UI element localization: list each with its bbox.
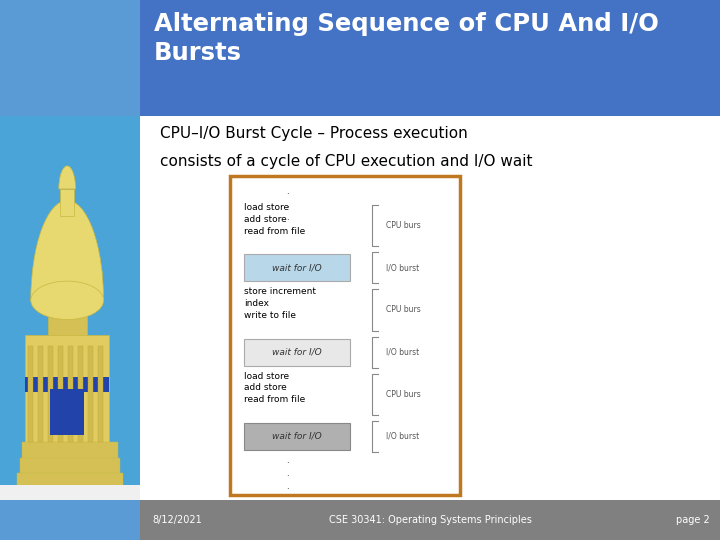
Bar	[22, 442, 117, 462]
Bar	[25, 377, 109, 393]
Text: CPU burs: CPU burs	[386, 306, 420, 314]
Text: load store
add store
read from file: load store add store read from file	[244, 372, 305, 404]
Bar	[50, 389, 84, 435]
Text: CPU burs: CPU burs	[386, 390, 420, 399]
Text: wait for I/O: wait for I/O	[272, 432, 322, 441]
Bar	[244, 339, 350, 366]
Text: wait for I/O: wait for I/O	[272, 348, 322, 356]
Wedge shape	[59, 166, 76, 189]
Text: Alternating Sequence of CPU And I/O
Bursts: Alternating Sequence of CPU And I/O Burs…	[154, 12, 659, 65]
Text: .
.
.: . . .	[286, 456, 288, 491]
Bar	[17, 473, 123, 492]
Bar	[98, 346, 104, 442]
Text: I/O burst: I/O burst	[386, 348, 419, 356]
Bar	[244, 254, 350, 281]
Bar	[48, 293, 87, 339]
Text: consists of a cycle of CPU execution and I/O wait: consists of a cycle of CPU execution and…	[160, 154, 533, 169]
Text: CSE 30341: Operating Systems Principles: CSE 30341: Operating Systems Principles	[328, 515, 531, 525]
Bar	[140, 0, 720, 116]
Bar	[140, 500, 720, 540]
Bar	[25, 335, 109, 442]
Bar	[244, 423, 350, 450]
Bar	[58, 346, 63, 442]
Wedge shape	[31, 200, 104, 300]
Bar	[60, 189, 74, 216]
Bar	[89, 346, 94, 442]
Text: store increment
index
write to file: store increment index write to file	[244, 287, 316, 320]
Bar	[78, 346, 84, 442]
Text: page 2: page 2	[676, 515, 710, 525]
Bar	[19, 458, 120, 477]
Bar	[230, 176, 460, 495]
Text: CPU burs: CPU burs	[386, 221, 420, 230]
Text: wait for I/O: wait for I/O	[272, 264, 322, 272]
Ellipse shape	[31, 281, 104, 320]
Bar	[38, 346, 43, 442]
Text: CPU–I/O Burst Cycle – Process execution: CPU–I/O Burst Cycle – Process execution	[160, 126, 468, 141]
Bar	[0, 484, 140, 500]
Bar	[28, 346, 33, 442]
Text: 8/12/2021: 8/12/2021	[152, 515, 202, 525]
Text: I/O burst: I/O burst	[386, 264, 419, 272]
Text: I/O burst: I/O burst	[386, 432, 419, 441]
Bar	[68, 346, 73, 442]
Bar	[0, 0, 140, 540]
Text: load store
add store
read from file: load store add store read from file	[244, 203, 305, 235]
Text: .
.
.: . . .	[286, 186, 288, 222]
Bar	[48, 346, 53, 442]
